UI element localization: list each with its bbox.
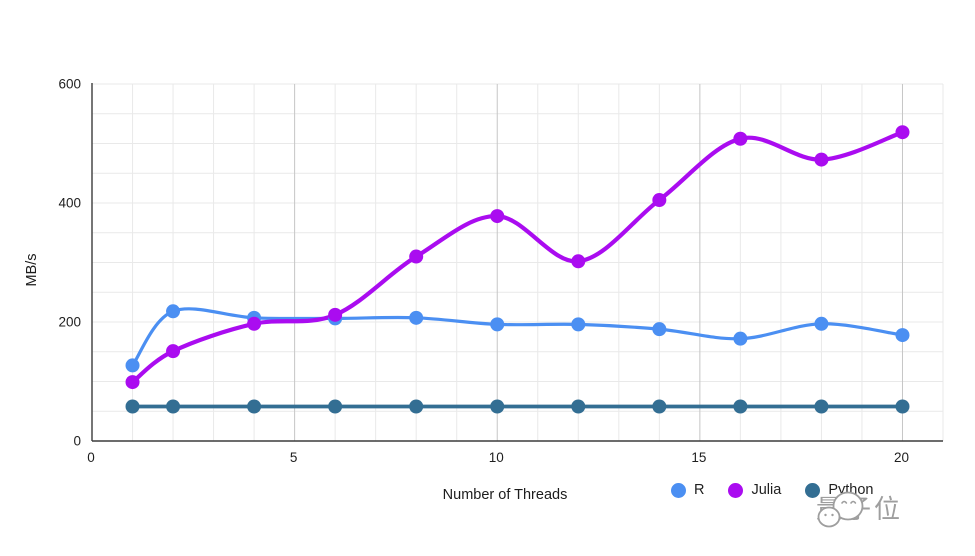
series-line-julia xyxy=(130,130,905,385)
legend-item-julia: Julia xyxy=(728,482,781,498)
data-point-julia xyxy=(328,307,343,322)
data-point-r xyxy=(814,316,829,331)
legend: R Julia Python xyxy=(671,482,873,498)
data-point-julia xyxy=(895,125,910,140)
y-tick-label: 0 xyxy=(73,434,81,449)
data-point-r xyxy=(409,310,424,325)
data-point-r xyxy=(652,322,667,337)
data-point-r xyxy=(571,317,586,332)
data-point-r xyxy=(490,317,505,332)
x-axis-title: Number of Threads xyxy=(442,487,568,503)
data-point-r xyxy=(733,331,748,346)
data-point-python xyxy=(125,399,140,414)
data-point-python xyxy=(328,399,343,414)
x-tick-label: 10 xyxy=(489,450,504,465)
legend-label: Julia xyxy=(751,482,782,498)
data-point-python xyxy=(652,399,667,414)
data-point-julia xyxy=(247,316,262,331)
x-tick-label: 15 xyxy=(691,450,706,465)
data-point-python xyxy=(733,399,748,414)
data-point-r xyxy=(125,358,140,373)
x-tick-label: 5 xyxy=(290,450,298,465)
x-tick-label: 20 xyxy=(894,450,909,465)
data-point-python xyxy=(409,399,424,414)
data-point-python xyxy=(247,399,262,414)
legend-dot-r xyxy=(671,482,686,498)
legend-item-r: R xyxy=(671,482,704,498)
y-tick-label: 200 xyxy=(58,315,81,330)
chat-bubbles-icon xyxy=(817,491,864,528)
data-point-python xyxy=(814,399,829,414)
legend-label: R xyxy=(694,482,705,498)
data-point-julia xyxy=(814,152,829,167)
data-point-julia xyxy=(652,193,667,208)
data-point-julia xyxy=(409,249,424,264)
x-tick-label: 0 xyxy=(87,450,95,465)
data-point-r xyxy=(895,328,910,343)
data-point-python xyxy=(166,399,181,414)
y-tick-label: 600 xyxy=(58,77,81,92)
data-point-julia xyxy=(490,209,505,224)
data-point-julia xyxy=(166,344,181,359)
data-point-julia xyxy=(571,254,586,269)
y-tick-label: 400 xyxy=(58,196,81,211)
legend-dot-python xyxy=(805,482,821,498)
data-point-julia xyxy=(125,375,140,390)
watermark: 量子位 xyxy=(816,489,903,528)
data-point-python xyxy=(895,399,910,414)
legend-dot-julia xyxy=(728,482,744,498)
data-point-r xyxy=(166,304,181,319)
data-point-python xyxy=(490,399,505,414)
data-point-julia xyxy=(733,131,748,146)
data-point-python xyxy=(571,399,586,414)
y-axis-title: MB/s xyxy=(24,253,40,287)
